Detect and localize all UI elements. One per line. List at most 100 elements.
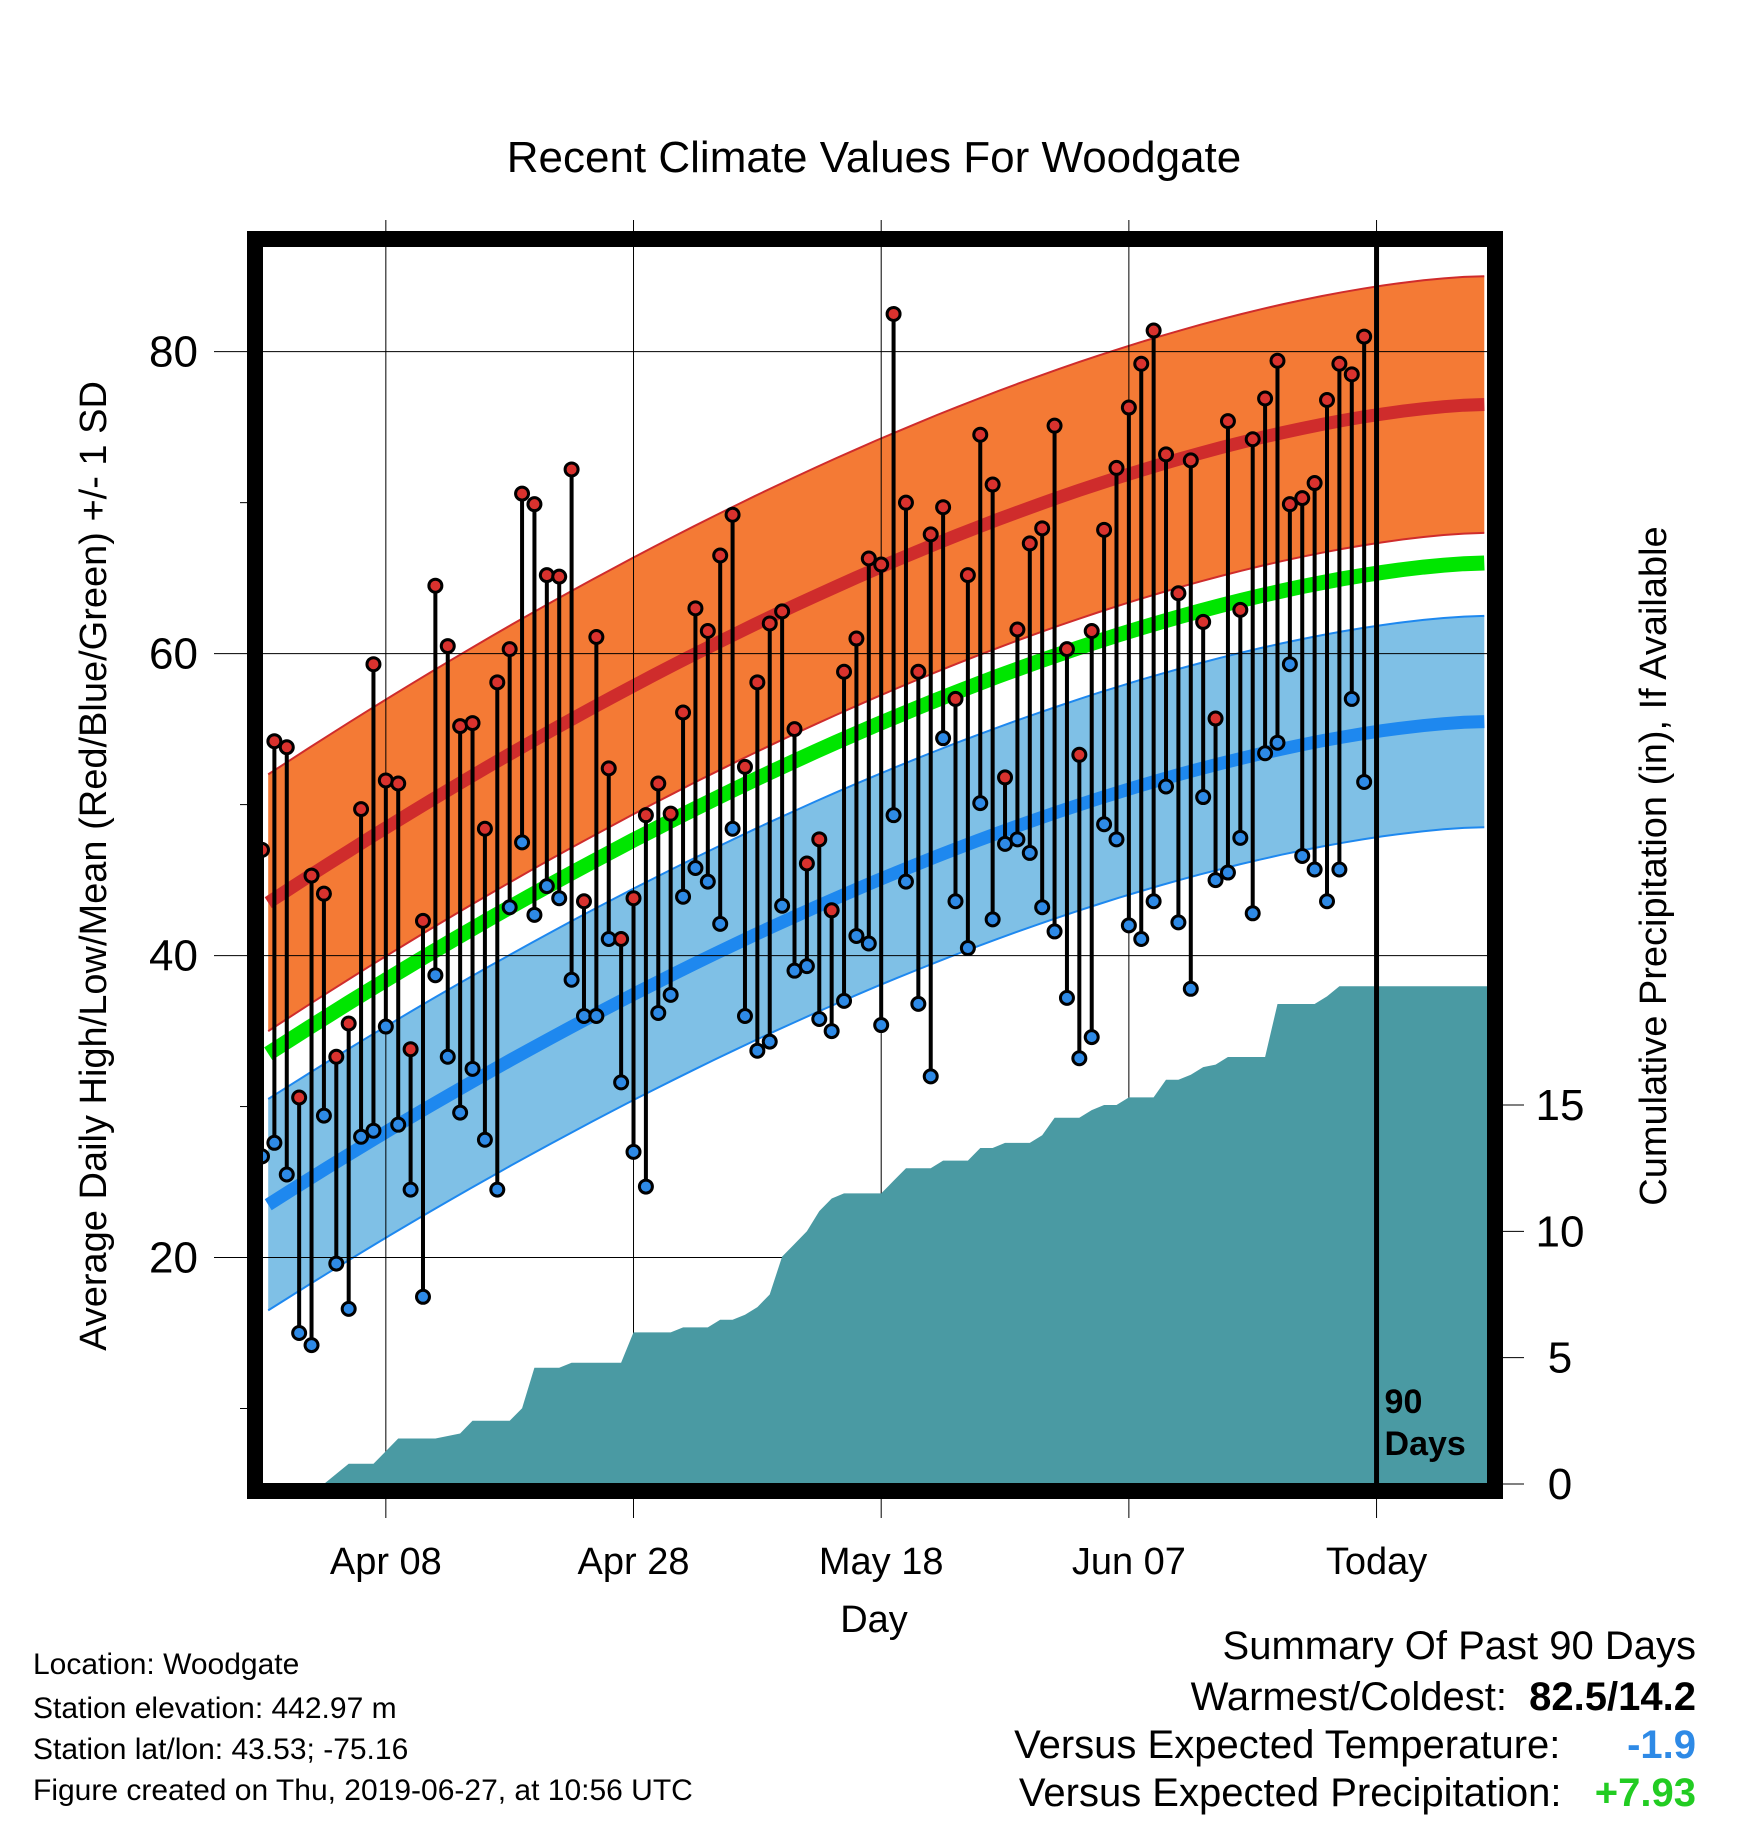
daily-low-point: [1343, 690, 1360, 707]
x-tick-label: Apr 08: [330, 1541, 442, 1583]
daily-high-point: [984, 476, 1001, 493]
daily-high-point: [761, 615, 778, 632]
x-tick-label: Apr 28: [578, 1541, 690, 1583]
daily-high-point: [390, 775, 407, 792]
daily-low-point: [947, 893, 964, 910]
daily-high-point: [947, 690, 964, 707]
daily-low-point: [1269, 734, 1286, 751]
daily-low-point: [823, 1023, 840, 1040]
daily-low-point: [464, 1060, 481, 1077]
daily-high-point: [1306, 475, 1323, 492]
daily-high-point: [600, 760, 617, 777]
daily-high-point: [997, 769, 1014, 786]
daily-high-point: [1071, 746, 1088, 763]
daily-low-point: [1319, 893, 1336, 910]
daily-low-point: [526, 906, 543, 923]
daily-high-point: [1145, 322, 1162, 339]
daily-high-point: [464, 715, 481, 732]
daily-low-point: [897, 873, 914, 890]
today-label-days-count: 90: [1385, 1383, 1423, 1421]
temp-value: -1.9: [1627, 1723, 1696, 1767]
daily-low-point: [736, 1007, 753, 1024]
daily-low-point: [1281, 656, 1298, 673]
y-axis-left-label: Average Daily High/Low/Mean (Red/Blue/Gr…: [73, 381, 115, 1351]
daily-high-point: [1294, 490, 1311, 507]
daily-high-point: [910, 663, 927, 680]
daily-high-point: [675, 704, 692, 721]
daily-high-point: [749, 674, 766, 691]
daily-low-point: [687, 860, 704, 877]
daily-high-point: [736, 758, 753, 775]
daily-high-point: [1331, 355, 1348, 372]
daily-low-point: [959, 940, 976, 957]
daily-high-point: [972, 426, 989, 443]
daily-high-point: [1281, 496, 1298, 513]
daily-high-point: [637, 807, 654, 824]
daily-high-point: [588, 629, 605, 646]
chart-title: Recent Climate Values For Woodgate: [507, 133, 1242, 182]
daily-high-point: [575, 893, 592, 910]
daily-high-point: [427, 577, 444, 594]
plot-border: [247, 231, 1503, 1499]
daily-low-point: [873, 1017, 890, 1034]
daily-low-point: [1356, 773, 1373, 790]
daily-low-point: [1096, 816, 1113, 833]
daily-low-point: [291, 1325, 308, 1342]
daily-low-point: [1120, 917, 1137, 934]
daily-low-point: [1158, 778, 1175, 795]
y-tick-label-right: 10: [1536, 1207, 1585, 1256]
daily-high-point: [724, 506, 741, 523]
daily-low-point: [848, 927, 865, 944]
daily-low-point: [427, 967, 444, 984]
daily-high-point: [885, 305, 902, 322]
daily-low-point: [699, 873, 716, 890]
daily-high-point: [836, 663, 853, 680]
summary-warmest: Warmest/Coldest: 82.5/14.2: [1191, 1673, 1696, 1721]
daily-high-point: [291, 1089, 308, 1106]
daily-low-point: [353, 1128, 370, 1145]
daily-low-point: [860, 935, 877, 952]
daily-low-point: [836, 992, 853, 1009]
daily-high-point: [563, 461, 580, 478]
daily-high-point: [662, 805, 679, 822]
daily-low-point: [712, 915, 729, 932]
daily-low-point: [625, 1143, 642, 1160]
daily-high-point: [959, 567, 976, 584]
footer-elevation: Station elevation: 442.97 m: [33, 1692, 397, 1725]
daily-low-point: [1021, 844, 1038, 861]
temp-label: Versus Expected Temperature:: [1014, 1723, 1561, 1767]
daily-low-point: [774, 897, 791, 914]
daily-high-point: [303, 867, 320, 884]
daily-high-point: [1356, 328, 1373, 345]
daily-high-point: [774, 603, 791, 620]
daily-high-point: [699, 622, 716, 639]
daily-low-point: [972, 795, 989, 812]
daily-low-point: [1083, 1029, 1100, 1046]
daily-low-point: [439, 1048, 456, 1065]
y-tick-label-left: 80: [149, 328, 198, 377]
x-tick-label: Today: [1326, 1541, 1427, 1583]
daily-low-point: [613, 1074, 630, 1091]
daily-low-point: [402, 1181, 419, 1198]
daily-low-point: [650, 1004, 667, 1021]
y-tick-label-right: 0: [1548, 1460, 1572, 1509]
daily-low-point: [1108, 831, 1125, 848]
daily-low-point: [1195, 789, 1212, 806]
daily-high-point: [1207, 710, 1224, 727]
daily-low-point: [563, 971, 580, 988]
daily-low-point: [637, 1178, 654, 1195]
daily-high-point: [340, 1015, 357, 1032]
y-tick-label-left: 40: [149, 932, 198, 981]
daily-low-point: [1058, 989, 1075, 1006]
daily-low-point: [761, 1033, 778, 1050]
daily-low-point: [266, 1134, 283, 1151]
y-axis-left: 20 40 60 80: [149, 328, 248, 1410]
daily-high-point: [1034, 520, 1051, 537]
daily-low-point: [1182, 980, 1199, 997]
daily-high-point: [1083, 622, 1100, 639]
daily-high-point: [315, 885, 332, 902]
daily-low-point: [514, 834, 531, 851]
daily-high-point: [526, 496, 543, 513]
daily-low-point: [476, 1131, 493, 1148]
daily-low-point: [1331, 861, 1348, 878]
